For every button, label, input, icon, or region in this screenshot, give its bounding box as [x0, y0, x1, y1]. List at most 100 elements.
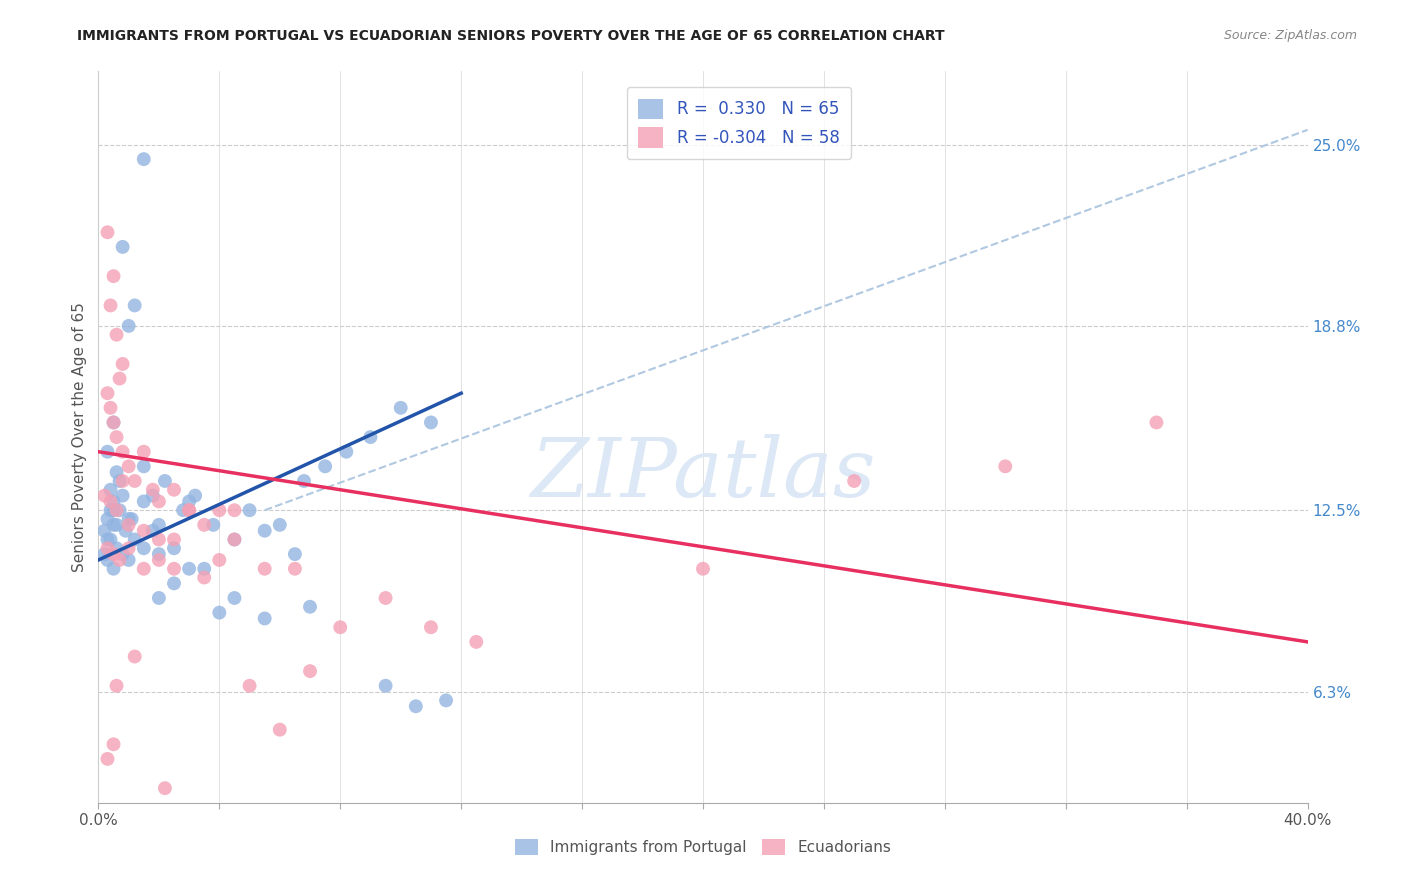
Point: [284, 547, 307, 561]
Point: [111, 444, 134, 458]
Point: [132, 524, 155, 538]
Point: [148, 547, 170, 561]
Point: [118, 459, 141, 474]
Y-axis label: Seniors Poverty Over the Age of 65: Seniors Poverty Over the Age of 65: [72, 302, 87, 572]
Point: [132, 494, 155, 508]
Point: [96, 752, 118, 766]
Point: [142, 524, 165, 538]
Point: [179, 494, 201, 508]
Point: [108, 371, 131, 385]
Point: [103, 562, 125, 576]
Point: [374, 591, 396, 605]
Point: [405, 699, 427, 714]
Point: [132, 562, 155, 576]
Point: [172, 503, 194, 517]
Point: [314, 459, 336, 474]
Point: [163, 576, 186, 591]
Point: [224, 503, 246, 517]
Point: [118, 517, 141, 532]
Text: ZIPatlas: ZIPatlas: [530, 434, 876, 514]
Point: [93, 524, 115, 538]
Point: [111, 240, 134, 254]
Point: [103, 503, 125, 517]
Point: [208, 553, 231, 567]
Point: [292, 474, 315, 488]
Point: [329, 620, 352, 634]
Point: [224, 533, 246, 547]
Text: Source: ZipAtlas.com: Source: ZipAtlas.com: [1223, 29, 1357, 42]
Point: [100, 503, 122, 517]
Point: [100, 494, 122, 508]
Point: [163, 483, 186, 497]
Point: [148, 553, 170, 567]
Point: [105, 517, 128, 532]
Point: [269, 517, 291, 532]
Point: [124, 474, 146, 488]
Point: [239, 679, 262, 693]
Point: [105, 541, 128, 556]
Point: [124, 533, 146, 547]
Point: [132, 444, 155, 458]
Point: [118, 512, 141, 526]
Point: [179, 503, 201, 517]
Point: [121, 512, 143, 526]
Point: [269, 723, 291, 737]
Point: [105, 503, 128, 517]
Point: [111, 547, 134, 561]
Point: [184, 489, 207, 503]
Point: [179, 562, 201, 576]
Point: [299, 599, 322, 614]
Point: [208, 503, 231, 517]
Point: [153, 781, 176, 796]
Point: [224, 533, 246, 547]
Point: [692, 562, 714, 576]
Text: IMMIGRANTS FROM PORTUGAL VS ECUADORIAN SENIORS POVERTY OVER THE AGE OF 65 CORREL: IMMIGRANTS FROM PORTUGAL VS ECUADORIAN S…: [77, 29, 945, 43]
Point: [111, 489, 134, 503]
Point: [105, 327, 128, 342]
Point: [103, 416, 125, 430]
Point: [108, 503, 131, 517]
Point: [93, 547, 115, 561]
Point: [420, 620, 443, 634]
Point: [142, 483, 165, 497]
Point: [153, 474, 176, 488]
Point: [103, 517, 125, 532]
Point: [100, 298, 122, 312]
Point: [844, 474, 866, 488]
Point: [103, 547, 125, 561]
Legend: Immigrants from Portugal, Ecuadorians: Immigrants from Portugal, Ecuadorians: [509, 833, 897, 861]
Point: [111, 474, 134, 488]
Point: [96, 553, 118, 567]
Point: [118, 541, 141, 556]
Point: [105, 430, 128, 444]
Point: [118, 318, 141, 333]
Point: [96, 444, 118, 458]
Point: [434, 693, 457, 707]
Point: [114, 524, 136, 538]
Point: [108, 553, 131, 567]
Point: [103, 494, 125, 508]
Point: [224, 591, 246, 605]
Point: [105, 679, 128, 693]
Point: [111, 357, 134, 371]
Point: [96, 541, 118, 556]
Point: [179, 503, 201, 517]
Point: [96, 512, 118, 526]
Point: [360, 430, 382, 444]
Point: [132, 541, 155, 556]
Point: [100, 533, 122, 547]
Point: [163, 541, 186, 556]
Point: [253, 611, 276, 625]
Point: [103, 269, 125, 284]
Point: [284, 562, 307, 576]
Point: [1146, 416, 1168, 430]
Point: [148, 591, 170, 605]
Point: [163, 533, 186, 547]
Point: [96, 386, 118, 401]
Point: [335, 444, 357, 458]
Point: [132, 152, 155, 166]
Point: [93, 489, 115, 503]
Point: [124, 298, 146, 312]
Point: [202, 517, 225, 532]
Point: [193, 562, 215, 576]
